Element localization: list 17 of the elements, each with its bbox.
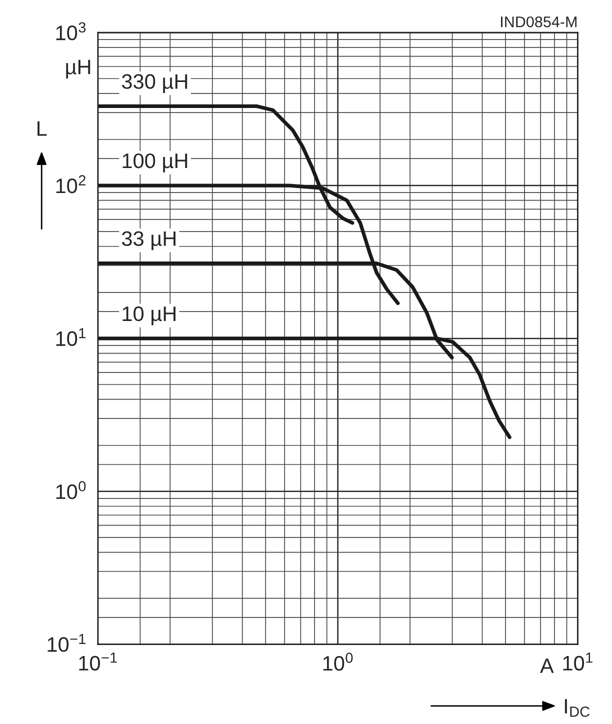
x-tick-label: 10$^{−1}$	[79, 652, 117, 671]
x-tick-label: 10$^{1}$	[563, 652, 592, 671]
y-tick-label: 10$^{2}$	[56, 175, 86, 194]
y-tick-label: 10$^{3}$	[56, 22, 86, 40]
text: IND0854-M	[501, 16, 576, 28]
y-tick-label: 10$^{−1}$	[48, 634, 86, 652]
x-tick-label: 10$^{0}$	[323, 652, 353, 671]
series-label: 10 µH	[122, 306, 176, 326]
text: A	[540, 658, 554, 673]
series-label: 330 µH	[122, 74, 188, 94]
y-axis-title: L	[38, 121, 47, 136]
y-tick-label: 10$^{0}$	[56, 481, 86, 500]
text: µH	[66, 60, 90, 78]
y-tick-label: 10$^{1}$	[56, 328, 86, 346]
series-label: 100 µH	[122, 153, 188, 172]
series-label: 33 µH	[122, 231, 176, 250]
x-axis-title: I$_{DC}$	[564, 699, 590, 717]
